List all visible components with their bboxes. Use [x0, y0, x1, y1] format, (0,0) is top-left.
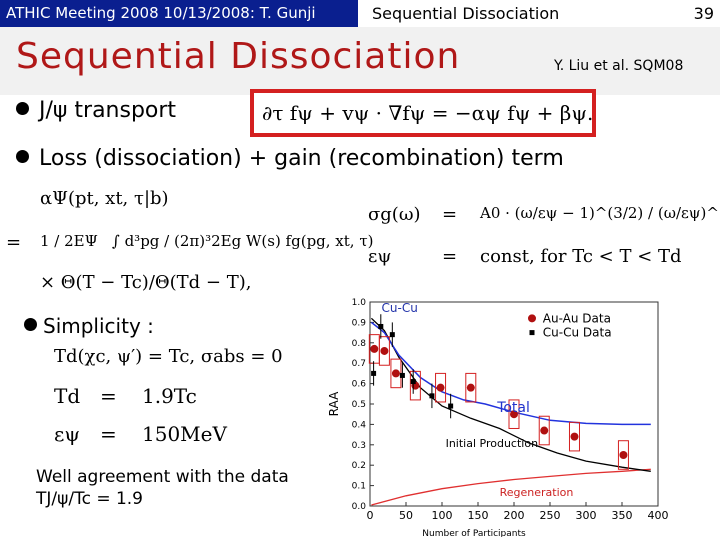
- y-tick-label: 0.3: [352, 441, 366, 451]
- citation: Y. Liu et al. SQM08: [554, 58, 684, 74]
- y-axis-label: RAA: [327, 391, 341, 416]
- cucu-point: [389, 332, 395, 338]
- alpha-lhs: αΨ(pt, xt, τ|b): [40, 188, 169, 209]
- agreement-note-line1: Well agreement with the data: [36, 467, 289, 487]
- initial-production-curve: [370, 317, 651, 472]
- auau-error-box: [617, 440, 629, 470]
- auau-point: [570, 432, 579, 441]
- transport-equation-box: ∂τ fψ + vψ · ∇fψ = −αψ fψ + βψ.: [250, 89, 596, 137]
- agreement-note-line2: TJ/ψ/Tc = 1.9: [36, 489, 143, 509]
- bullet-dot: [24, 318, 37, 331]
- total-label: Total: [496, 400, 530, 416]
- epsv-equals: =: [100, 422, 117, 446]
- transport-equation: ∂τ fψ + vψ · ∇fψ = −αψ fψ + βψ.: [262, 101, 594, 125]
- epsv-rhs: 150MeV: [142, 422, 227, 446]
- x-tick-label: 0: [367, 509, 374, 522]
- header-section-title: Sequential Dissociation: [372, 4, 560, 23]
- x-tick-label: 350: [612, 509, 633, 522]
- alpha-fraction: 1 / 2EΨ: [40, 232, 98, 250]
- y-tick-label: 0.2: [352, 461, 366, 471]
- epsv-lhs: εψ: [54, 422, 81, 446]
- y-tick-label: 0.6: [352, 380, 367, 390]
- eps-lhs: εψ: [368, 246, 392, 267]
- cucu-curve-label: Cu-Cu: [382, 301, 418, 315]
- title-band: [0, 27, 720, 95]
- raa-chart: 0 50 100 150 200 250 300 350 400 0.0 0.1 0.2 0.3 0.4 0…: [327, 298, 669, 537]
- agreement-note: Well agreement with the data TJ/ψ/Tc = 1…: [36, 466, 289, 510]
- bullet-simplicity: Simplicity :: [24, 314, 154, 338]
- bullet-dot: [16, 150, 29, 163]
- y-tick-label: 0.1: [352, 482, 366, 492]
- bullet-loss-gain: Loss (dissociation) + gain (recombinatio…: [16, 146, 564, 171]
- y-tick-label: 0.5: [352, 400, 366, 410]
- auau-error-box: [508, 399, 520, 429]
- bullet-loss-gain-text: Loss (dissociation) + gain (recombinatio…: [39, 146, 564, 171]
- y-tick-label: 0.4: [352, 420, 367, 430]
- x-tick-label: 200: [504, 509, 525, 522]
- cucu-point: [448, 403, 454, 409]
- x-tick-label: 150: [468, 509, 489, 522]
- page-number: 39: [693, 4, 714, 23]
- alpha-equals: =: [6, 232, 22, 253]
- slide-title: Sequential Dissociation: [16, 36, 461, 77]
- auau-error-box: [465, 372, 477, 403]
- eps-rhs: const, for Tc < T < Td: [480, 246, 682, 267]
- x-tick-label: 300: [576, 509, 597, 522]
- legend-auau-marker: [528, 314, 536, 323]
- auau-point: [370, 344, 379, 353]
- cucu-point: [429, 393, 435, 399]
- sigma-equals: =: [442, 204, 458, 225]
- y-tick-label: 0.7: [352, 359, 366, 369]
- td-rhs: 1.9Tc: [142, 384, 197, 408]
- initial-production-label: Initial Production: [446, 437, 538, 450]
- x-axis-label: Number of Participants: [422, 529, 526, 537]
- bullet-simplicity-text: Simplicity :: [43, 314, 154, 338]
- cucu-point: [410, 379, 416, 385]
- y-tick-label: 0.0: [352, 502, 367, 512]
- alpha-theta: × Θ(T − Tc)/Θ(Td − T),: [40, 272, 252, 293]
- auau-point: [510, 410, 518, 419]
- sigma-lhs: σg(ω): [368, 204, 421, 225]
- auau-point: [436, 383, 445, 392]
- auau-error-box: [378, 336, 390, 366]
- alpha-integral: ∫ d³pg / (2π)³2Eg W(s) fg(pg, xt, τ): [112, 232, 374, 250]
- y-tick-label: 1.0: [352, 298, 367, 308]
- auau-error-box: [435, 372, 447, 403]
- legend-auau-label: Au-Au Data: [543, 311, 611, 325]
- y-tick-label: 0.9: [352, 318, 367, 328]
- bullet-transport: J/ψ transport: [16, 98, 176, 123]
- sigma-rhs: A0 · (ω/εψ − 1)^(3/2) / (ω/εψ)^5: [480, 204, 720, 222]
- auau-point: [619, 451, 628, 459]
- header-meeting: ATHIC Meeting 2008 10/13/2008: T. Gunji: [0, 0, 358, 27]
- legend-cucu-marker: [529, 330, 535, 336]
- legend-cucu-label: Cu-Cu Data: [543, 326, 612, 340]
- eps-equals: =: [442, 246, 458, 267]
- header-right: Sequential Dissociation 39: [358, 0, 720, 27]
- x-tick-label: 50: [399, 509, 413, 522]
- auau-point: [540, 426, 549, 435]
- x-tick-label: 400: [648, 509, 669, 522]
- auau-point: [380, 346, 389, 355]
- x-tick-label: 100: [432, 509, 453, 522]
- cucu-point: [378, 323, 384, 329]
- td-equals: =: [100, 384, 117, 408]
- y-tick-label: 0.8: [352, 339, 367, 349]
- cucu-point: [371, 370, 377, 376]
- auau-error-box: [568, 421, 580, 452]
- regeneration-label: Regeneration: [500, 486, 574, 499]
- cucu-point: [399, 372, 405, 378]
- bullet-dot: [16, 102, 29, 115]
- td-lhs: Td: [54, 384, 81, 408]
- regeneration-curve: [371, 468, 651, 506]
- auau-error-box: [538, 415, 550, 446]
- td-chi-equation: Td(χc, ψ′) = Tc, σabs = 0: [54, 346, 283, 367]
- bullet-transport-text: J/ψ transport: [39, 98, 177, 123]
- auau-error-box: [409, 370, 421, 401]
- auau-point: [466, 383, 475, 392]
- auau-point: [391, 369, 400, 378]
- x-tick-label: 250: [540, 509, 561, 522]
